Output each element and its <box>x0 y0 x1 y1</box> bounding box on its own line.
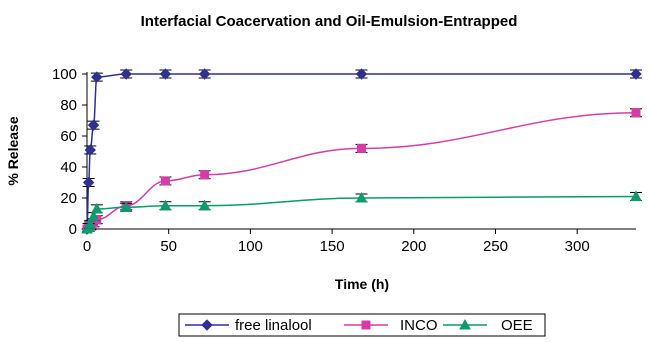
legend-label-oee: OEE <box>501 317 533 334</box>
x-tick-label: 50 <box>160 238 177 255</box>
data-point-oee <box>630 190 642 201</box>
data-point-inco <box>631 108 641 118</box>
data-point-free-linalool <box>120 68 132 80</box>
legend-label-free-linalool: free linalool <box>235 317 312 334</box>
chart-title: Interfacial Coacervation and Oil-Emulsio… <box>141 13 518 30</box>
data-point-oee <box>198 199 211 211</box>
data-point-oee <box>84 218 97 229</box>
y-tick-label: 80 <box>60 97 77 114</box>
x-tick-label: 300 <box>565 238 590 255</box>
y-tick-label: 40 <box>60 159 77 176</box>
y-tick-label: 20 <box>60 190 77 207</box>
data-point-oee <box>90 202 103 214</box>
data-point-oee <box>355 191 368 203</box>
x-tick-label: 0 <box>83 238 91 255</box>
data-point-free-linalool <box>82 176 95 189</box>
data-point-oee <box>120 201 133 212</box>
y-tick-label: 0 <box>69 221 77 238</box>
data-point-free-linalool <box>91 71 103 83</box>
data-point-free-linalool <box>355 68 368 80</box>
data-point-inco <box>160 176 170 186</box>
legend-label-inco: INCO <box>400 317 438 334</box>
legend-marker-free-linalool <box>201 319 213 331</box>
data-point-oee <box>87 210 100 222</box>
x-tick-label: 200 <box>401 238 426 255</box>
legend: free linalool INCO OEE <box>178 313 546 337</box>
data-point-oee <box>159 199 172 211</box>
legend-marker-oee <box>459 318 471 330</box>
data-point-free-linalool <box>198 68 211 80</box>
x-tick-label: 250 <box>483 238 508 255</box>
data-point-free-linalool <box>159 68 172 80</box>
y-tick-label: 60 <box>60 128 77 145</box>
plot-area: 0 20 40 60 80 100 0 50 100 150 200 250 300 <box>52 66 642 255</box>
legend-marker-inco <box>361 320 371 330</box>
x-tick-label: 100 <box>238 238 263 255</box>
series-line-inco <box>86 112 637 230</box>
data-point-free-linalool <box>84 144 96 156</box>
data-point-inco <box>200 170 210 180</box>
data-point-free-linalool <box>87 119 100 131</box>
data-point-free-linalool <box>630 68 642 80</box>
data-point-inco <box>357 143 366 153</box>
y-axis-title: % Release <box>5 116 21 185</box>
y-tick-label: 100 <box>52 66 77 83</box>
x-tick-label: 150 <box>320 238 345 255</box>
x-axis-title: Time (h) <box>335 276 389 292</box>
